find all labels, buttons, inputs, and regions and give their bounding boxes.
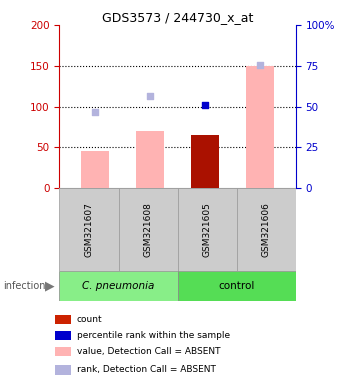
Bar <box>237 188 296 271</box>
Bar <box>191 135 219 188</box>
Text: GSM321605: GSM321605 <box>203 202 212 257</box>
Point <box>257 62 263 68</box>
Title: GDS3573 / 244730_x_at: GDS3573 / 244730_x_at <box>102 11 253 24</box>
Bar <box>136 131 164 188</box>
Bar <box>55 347 71 356</box>
Point <box>148 93 153 99</box>
Text: percentile rank within the sample: percentile rank within the sample <box>77 331 230 340</box>
Bar <box>59 188 119 271</box>
Text: count: count <box>77 315 102 324</box>
Bar <box>55 315 71 324</box>
Text: value, Detection Call = ABSENT: value, Detection Call = ABSENT <box>77 347 220 356</box>
Bar <box>177 271 296 301</box>
Text: GSM321608: GSM321608 <box>143 202 153 257</box>
Text: ▶: ▶ <box>45 280 54 293</box>
Bar <box>55 365 71 375</box>
Point <box>202 102 208 108</box>
Bar <box>59 271 177 301</box>
Bar <box>246 66 274 188</box>
Bar <box>119 188 177 271</box>
Text: C. pneumonia: C. pneumonia <box>82 281 155 291</box>
Bar <box>82 151 109 188</box>
Point <box>92 109 98 115</box>
Text: control: control <box>219 281 255 291</box>
Text: rank, Detection Call = ABSENT: rank, Detection Call = ABSENT <box>77 366 216 374</box>
Text: infection: infection <box>3 281 46 291</box>
Text: GSM321607: GSM321607 <box>85 202 94 257</box>
Bar <box>55 331 71 340</box>
Bar <box>177 188 237 271</box>
Text: GSM321606: GSM321606 <box>262 202 271 257</box>
